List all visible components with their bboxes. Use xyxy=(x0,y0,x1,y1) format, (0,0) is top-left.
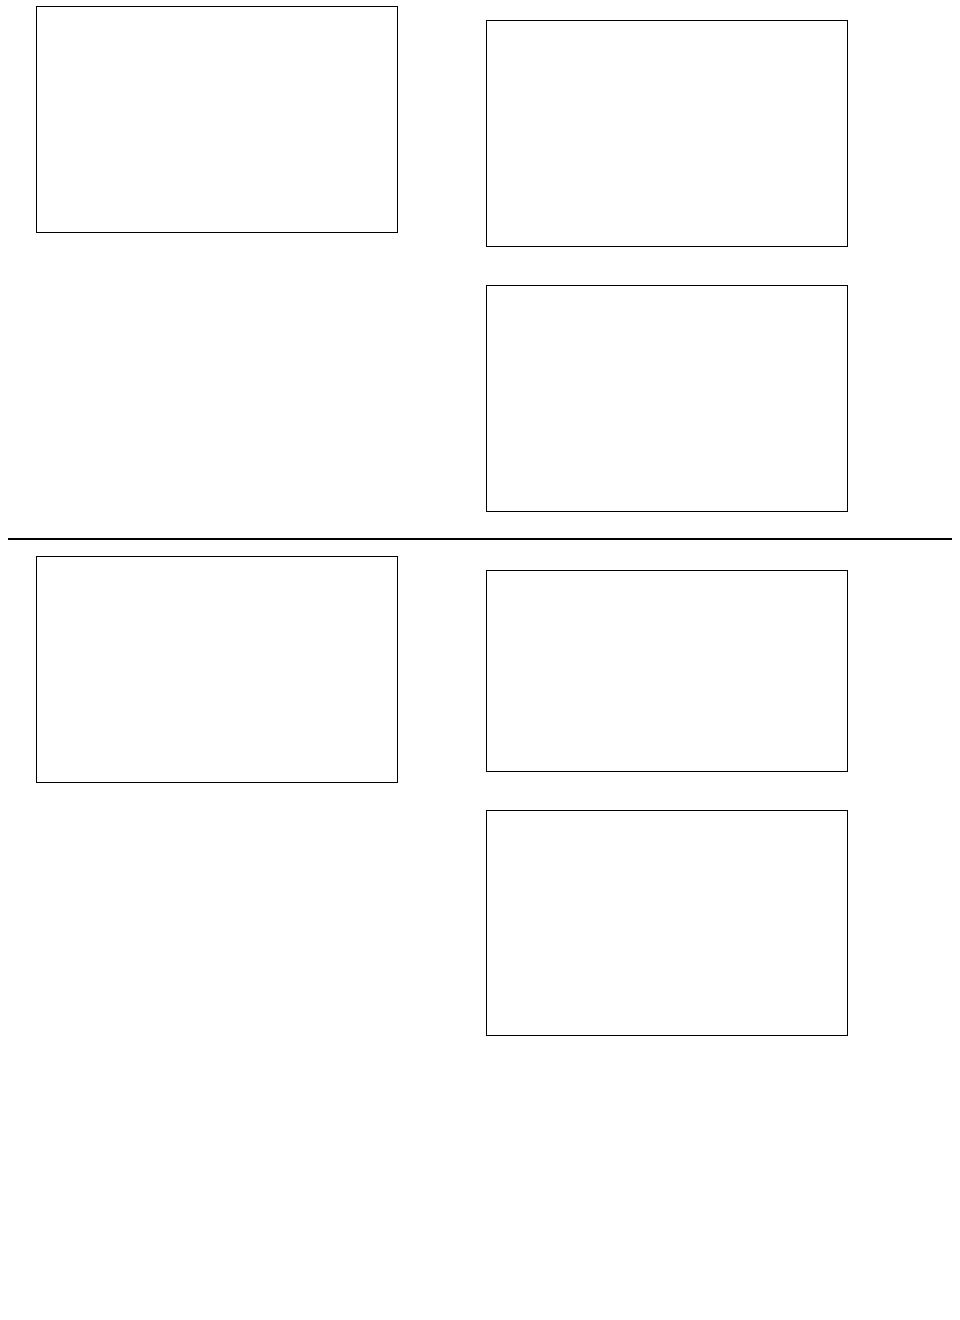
fig216-dust-map xyxy=(36,6,398,233)
fig216-dust-plot xyxy=(8,6,438,233)
fig217-dust-plot xyxy=(8,556,438,783)
fig217-dust-map xyxy=(36,556,398,783)
fig217-sw-xaxis xyxy=(486,772,848,788)
fig216-lw-xaxis xyxy=(486,512,848,528)
fig217-lw-panel xyxy=(458,794,848,1052)
fig217-dust-yaxis xyxy=(8,556,36,783)
fig216-sw-panel xyxy=(458,4,848,263)
fig217-sw-yaxis xyxy=(458,570,486,772)
fig216-dust-xaxis xyxy=(36,233,438,249)
fig216-lw-yaxis xyxy=(458,285,486,512)
fig216-dust-yaxis xyxy=(8,6,36,233)
fig217-lw-xaxis xyxy=(486,1036,848,1052)
fig217-lw-yaxis xyxy=(458,810,486,1036)
fig217-lw-title-row xyxy=(458,794,848,810)
fig216-left-column xyxy=(8,4,438,269)
fig216-sw-yaxis xyxy=(458,20,486,247)
fig216-dust-panel xyxy=(8,4,438,255)
fig216-lw-plot xyxy=(458,285,848,512)
fig217-lw-block xyxy=(458,794,938,1052)
fig217-sw-panel xyxy=(458,554,848,788)
fig216-sw-map xyxy=(486,20,848,247)
fig217-sw-title-row xyxy=(458,554,848,570)
fig216-lw-title-row xyxy=(458,269,848,285)
figure-2-16 xyxy=(8,4,952,528)
fig216-sw-xaxis xyxy=(486,247,848,263)
fig216-right-column xyxy=(458,4,938,528)
section-divider xyxy=(8,538,952,540)
figure-2-17 xyxy=(8,554,952,1052)
fig217-lw-plot xyxy=(458,810,848,1036)
fig217-dust-panel xyxy=(8,554,438,805)
fig216-lw-block xyxy=(458,269,938,528)
fig217-left-column xyxy=(8,554,438,819)
fig217-sw-block xyxy=(458,554,938,788)
fig217-right-column xyxy=(458,554,938,1052)
fig217-dust-xaxis xyxy=(36,783,438,799)
fig217-lw-map xyxy=(486,810,848,1036)
fig217-sw-plot xyxy=(458,570,848,772)
fig216-sw-block xyxy=(458,4,938,263)
fig217-caption xyxy=(8,805,438,819)
fig216-lw-map xyxy=(486,285,848,512)
fig216-sw-title-row xyxy=(458,4,848,20)
fig217-sw-map xyxy=(486,570,848,772)
fig216-caption xyxy=(8,255,438,269)
fig216-sw-plot xyxy=(458,20,848,247)
fig216-lw-panel xyxy=(458,269,848,528)
